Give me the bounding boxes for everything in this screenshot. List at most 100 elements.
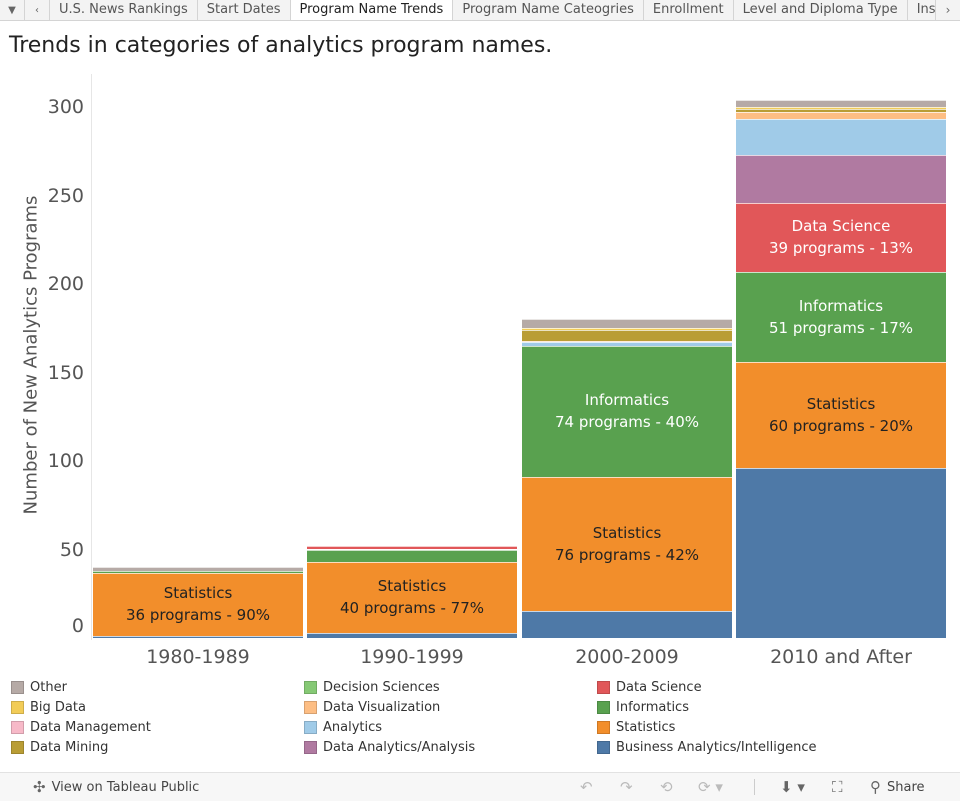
bar-segment-big-data[interactable]: [736, 107, 946, 109]
segment-data-label: Informatics 51 programs - 17%: [736, 295, 946, 339]
tab-institution[interactable]: Institution: [907, 0, 935, 20]
legend-label: Other: [30, 680, 67, 695]
tab-scroll-left-icon[interactable]: ‹: [25, 0, 50, 20]
tab-program-name-cateogries[interactable]: Program Name Cateogries: [453, 0, 644, 20]
legend-swatch: [597, 681, 610, 694]
bar-segment-data-visualization[interactable]: [522, 340, 732, 343]
legend-swatch: [304, 721, 317, 734]
bar-segment-informatics[interactable]: [307, 549, 517, 562]
revert-all-button[interactable]: ⟳ ▾: [698, 773, 723, 801]
bar-segment-analytics[interactable]: [736, 119, 946, 155]
y-axis-line: [91, 74, 92, 640]
segment-label-name: Data Science: [791, 217, 891, 236]
tab-menu-icon[interactable]: ▼: [0, 0, 25, 20]
tab-enrollment[interactable]: Enrollment: [643, 0, 734, 20]
tab-list: U.S. News Rankings Start Dates Program Nam…: [50, 0, 935, 20]
bar-segment-other[interactable]: [522, 319, 732, 329]
bar-segment-business-analytics-intelligence[interactable]: [307, 632, 517, 638]
download-icon: ⬇ ▾: [780, 778, 805, 796]
bar-segment-business-analytics-intelligence[interactable]: [736, 468, 946, 638]
share-icon: ⚲: [870, 778, 881, 796]
legend-swatch: [11, 741, 24, 754]
bar-segment-big-data[interactable]: [522, 328, 732, 331]
bar-segment-data-visualization[interactable]: [736, 112, 946, 120]
bar-segment-data-science[interactable]: [307, 545, 517, 550]
revert-icon: ⟲: [660, 778, 673, 796]
revert-button[interactable]: ⟲: [660, 773, 673, 801]
bar-segment-statistics[interactable]: [736, 361, 946, 469]
legend-item-other[interactable]: Other: [11, 680, 67, 695]
x-tick-label: 1980-1989: [146, 646, 250, 668]
legend-label: Data Analytics/Analysis: [323, 740, 476, 755]
legend-item-data-management[interactable]: Data Management: [11, 720, 151, 735]
legend-label: Decision Sciences: [323, 680, 440, 695]
segment-data-label: Statistics 40 programs - 77%: [307, 575, 517, 619]
bar-segment-statistics[interactable]: [522, 476, 732, 612]
segment-data-label: Statistics 76 programs - 42%: [522, 522, 732, 566]
bar-segment-data-science[interactable]: [736, 202, 946, 272]
view-on-tableau-button[interactable]: ✣ View on Tableau Public: [33, 773, 199, 801]
tab-program-name-trends[interactable]: Program Name Trends: [290, 0, 454, 20]
segment-data-label: Data Science 39 programs - 13%: [736, 215, 946, 259]
bar-segment-data-mining[interactable]: [736, 108, 946, 113]
legend-label: Big Data: [30, 700, 86, 715]
legend-label: Data Visualization: [323, 700, 441, 715]
y-tick-label: 50: [59, 538, 84, 561]
legend-item-big-data[interactable]: Big Data: [11, 700, 86, 715]
legend-swatch: [304, 701, 317, 714]
segment-data-label: Informatics 74 programs - 40%: [522, 389, 732, 433]
bar-segment-informatics[interactable]: [736, 271, 946, 362]
x-tick-label: 2010 and After: [770, 646, 912, 668]
tab-level-and-diploma-type[interactable]: Level and Diploma Type: [733, 0, 908, 20]
tab-u-s-news-rankings[interactable]: U.S. News Rankings: [50, 0, 198, 20]
y-tick-label: 200: [47, 273, 84, 295]
bar-segment-business-analytics-intelligence[interactable]: [522, 611, 732, 638]
legend-item-data-science[interactable]: Data Science: [597, 680, 702, 695]
legend-item-data-visualization[interactable]: Data Visualization: [304, 700, 440, 715]
segment-label-name: Informatics: [798, 296, 884, 315]
bar-segment-informatics[interactable]: [93, 570, 303, 573]
segment-label-name: Statistics: [806, 394, 876, 413]
bar-segment-data-analytics-analysis[interactable]: [736, 154, 946, 203]
dashboard-title: Trends in categories of analytics progra…: [9, 33, 553, 58]
y-tick-label: 250: [47, 184, 84, 207]
legend-item-decision-sciences[interactable]: Decision Sciences: [304, 680, 440, 695]
segment-label-value: 76 programs - 42%: [555, 546, 699, 565]
bar-segment-business-analytics-intelligence[interactable]: [93, 636, 303, 638]
bar-segment-data-mining[interactable]: [522, 330, 732, 341]
fullscreen-button[interactable]: ⛶: [832, 773, 843, 801]
legend-item-business-analytics-intelligence[interactable]: Business Analytics/Intelligence: [597, 740, 817, 755]
legend-item-analytics[interactable]: Analytics: [304, 720, 382, 735]
bar-segment-analytics[interactable]: [522, 342, 732, 346]
share-button[interactable]: ⚲ Share: [870, 773, 925, 801]
legend-label: Data Management: [30, 720, 151, 735]
bar-segment-statistics[interactable]: [307, 561, 517, 633]
color-legend: Other Big Data Data Management Data Mining D…: [11, 680, 911, 760]
download-button[interactable]: ⬇ ▾: [780, 773, 805, 801]
redo-button[interactable]: ↷: [620, 773, 633, 801]
tableau-logo-icon: ✣: [33, 778, 46, 796]
legend-item-statistics[interactable]: Statistics: [597, 720, 675, 735]
legend-swatch: [597, 741, 610, 754]
legend-item-informatics[interactable]: Informatics: [597, 700, 689, 715]
bar-segment-statistics[interactable]: [93, 572, 303, 637]
legend-item-data-mining[interactable]: Data Mining: [11, 740, 108, 755]
y-tick-label: 300: [47, 96, 84, 118]
tab-bar: ▼ ‹ U.S. News Rankings Start Dates Program…: [0, 0, 960, 21]
legend-item-data-analytics-analysis[interactable]: Data Analytics/Analysis: [304, 740, 475, 755]
segment-label-name: Statistics: [163, 584, 233, 603]
revert-all-icon: ⟳ ▾: [698, 778, 723, 796]
bar-segment-informatics[interactable]: [522, 345, 732, 477]
legend-swatch: [304, 681, 317, 694]
tab-start-dates[interactable]: Start Dates: [197, 0, 291, 20]
undo-button[interactable]: ↶: [580, 773, 593, 801]
tab-scroll-right-icon[interactable]: ›: [935, 0, 960, 20]
bar-segment-other[interactable]: [736, 99, 946, 107]
segment-data-label: Statistics 36 programs - 90%: [93, 582, 303, 626]
undo-icon: ↶: [580, 778, 593, 796]
legend-label: Data Mining: [30, 740, 109, 755]
fullscreen-icon: ⛶: [832, 778, 843, 796]
bar-segment-other[interactable]: [93, 567, 303, 571]
legend-swatch: [304, 741, 317, 754]
y-axis-label: Number of New Analytics Programs: [20, 195, 42, 515]
